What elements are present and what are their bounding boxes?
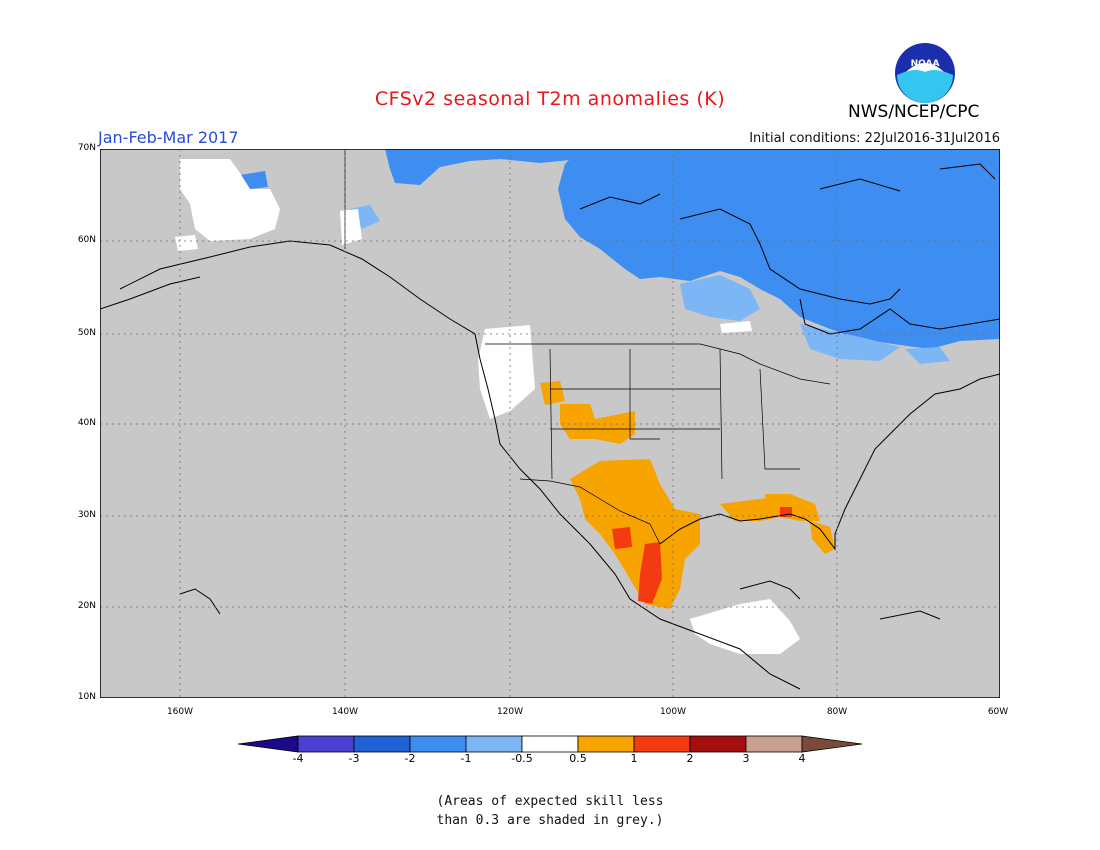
skill-note-line-2: than 0.3 are shaded in grey.) (436, 813, 664, 828)
skill-note-line-1: (Areas of expected skill less (436, 794, 664, 809)
colorbar-segment-min (238, 735, 299, 753)
colorbar (238, 735, 863, 753)
colorbar-label: -4 (292, 752, 304, 765)
lon-label-100w: 100W (659, 707, 687, 717)
colorbar-label: 2 (686, 752, 694, 765)
colorbar-segment (633, 735, 691, 753)
colorbar-segment (353, 735, 411, 753)
lat-label-60n: 60N (77, 235, 96, 245)
colorbar-segment (409, 735, 467, 753)
colorbar-label: 4 (798, 752, 806, 765)
logo-text: NOAA (911, 59, 940, 69)
colorbar-segment (297, 735, 355, 753)
lat-label-70n: 70N (77, 143, 96, 153)
lat-label-30n: 30N (77, 510, 96, 520)
colorbar-label: -2 (404, 752, 416, 765)
colorbar-label: 3 (742, 752, 750, 765)
strong-positive-anomaly-regions (612, 507, 792, 604)
lon-label-60w: 60W (987, 707, 1009, 717)
colorbar-label: -1 (460, 752, 472, 765)
colorbar-label: -0.5 (511, 752, 533, 765)
colorbar-segment-max (801, 735, 863, 753)
skill-note: (Areas of expected skill less than 0.3 a… (0, 792, 1100, 830)
season-label: Jan-Feb-Mar 2017 (98, 128, 239, 147)
colorbar-segment (521, 735, 579, 753)
colorbar-segment (745, 735, 803, 753)
map-title: CFSv2 seasonal T2m anomalies (K) (374, 88, 726, 110)
anomaly-map (100, 149, 1000, 698)
colorbar-segment (577, 735, 635, 753)
colorbar-segment (689, 735, 747, 753)
colorbar-label: -3 (348, 752, 360, 765)
colorbar-label: 0.5 (569, 752, 587, 765)
graticule (100, 149, 1000, 698)
lon-label-160w: 160W (166, 707, 194, 717)
agency-label: NWS/NCEP/CPC (848, 102, 980, 122)
lat-label-10n: 10N (77, 692, 96, 702)
coastlines (100, 163, 1000, 690)
initial-conditions-label: Initial conditions: 22Jul2016-31Jul2016 (749, 131, 1000, 146)
colorbar-label: 1 (630, 752, 638, 765)
noaa-logo-icon: NOAA (895, 43, 955, 103)
lon-label-120w: 120W (496, 707, 524, 717)
positive-anomaly-regions (540, 381, 835, 609)
lat-label-50n: 50N (77, 328, 96, 338)
colorbar-segment (465, 735, 523, 753)
lon-label-140w: 140W (331, 707, 359, 717)
lat-label-20n: 20N (77, 601, 96, 611)
lon-label-80w: 80W (826, 707, 848, 717)
political-boundaries (344, 149, 831, 545)
lat-label-40n: 40N (77, 418, 96, 428)
